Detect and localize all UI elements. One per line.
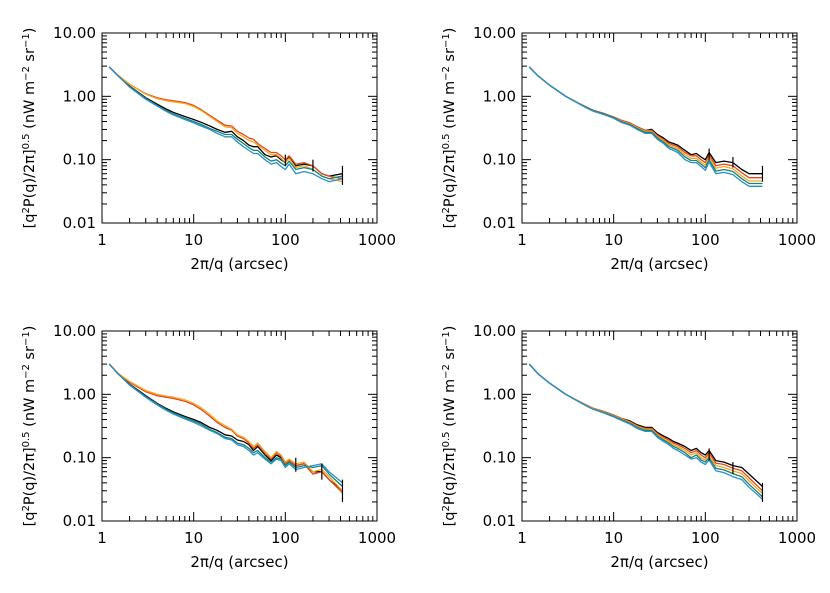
y-axis-title: [q2P(q)/2π]0.5 (nW m−2 sr−1) — [21, 28, 39, 229]
x-tick-label: 1 — [517, 231, 527, 249]
y-axis-title: [q2P(q)/2π]0.5 (nW m−2 sr−1) — [21, 326, 39, 527]
x-tick-label: 1000 — [358, 231, 396, 249]
series-line-1 — [528, 66, 763, 175]
x-tick-label: 1000 — [778, 529, 816, 547]
y-tick-label: 10.00 — [53, 322, 96, 340]
y-tick-label: 1.00 — [483, 385, 516, 403]
y-tick-label: 1.00 — [63, 87, 96, 105]
chart-panel-2: 1 10 100 1000 0.01 0.10 1.00 10.00 2π/q (arcsec)… — [441, 24, 817, 273]
y-tick-label: 0.10 — [483, 151, 516, 169]
series-line-2 — [108, 363, 343, 494]
y-tick-label: 0.01 — [483, 214, 516, 232]
y-tick-label: 1.00 — [63, 385, 96, 403]
x-axis-title: 2π/q (arcsec) — [610, 553, 708, 571]
x-tick-label: 10 — [604, 529, 623, 547]
series-line-5 — [108, 66, 343, 183]
y-tick-label: 0.10 — [483, 449, 516, 467]
plot-frame — [101, 32, 378, 224]
x-axis-title: 2π/q (arcsec) — [610, 255, 708, 273]
x-tick-label: 100 — [271, 529, 300, 547]
chart-panel-4: 1 10 100 1000 0.01 0.10 1.00 10.00 2π/q (arcsec)… — [441, 322, 817, 571]
y-tick-label: 0.10 — [63, 449, 96, 467]
y-tick-label: 0.01 — [63, 512, 96, 530]
series-line-3 — [108, 66, 343, 183]
series-line-1 — [108, 66, 343, 177]
x-tick-label: 1 — [97, 231, 107, 249]
y-axis-title: [q2P(q)/2π]0.5 (nW m−2 sr−1) — [441, 326, 459, 527]
y-axis-title: [q2P(q)/2π]0.5 (nW m−2 sr−1) — [441, 28, 459, 229]
y-tick-label: 0.01 — [483, 512, 516, 530]
y-tick-label: 10.00 — [473, 24, 516, 42]
x-tick-label: 1 — [97, 529, 107, 547]
x-tick-label: 100 — [271, 231, 300, 249]
series-line-4 — [528, 66, 763, 185]
series-line-4 — [108, 66, 343, 180]
axis-ticks — [102, 331, 377, 521]
series-line-4 — [528, 363, 763, 498]
series-line-5 — [528, 66, 763, 187]
x-tick-label: 100 — [691, 529, 720, 547]
x-tick-label: 1 — [517, 529, 527, 547]
x-tick-label: 100 — [691, 231, 720, 249]
series-line-5 — [528, 363, 763, 500]
axis-ticks — [102, 33, 377, 223]
x-axis-title: 2π/q (arcsec) — [190, 255, 288, 273]
chart-panel-1: 1 10 100 1000 0.01 0.10 1.00 10.00 2π/q (arcsec)… — [21, 24, 397, 273]
y-tick-label: 10.00 — [473, 322, 516, 340]
plot-frame — [521, 330, 798, 522]
plot-frame — [101, 330, 378, 522]
y-tick-label: 0.01 — [63, 214, 96, 232]
x-axis-title: 2π/q (arcsec) — [190, 553, 288, 571]
plot-frame — [521, 32, 798, 224]
x-tick-label: 1000 — [358, 529, 396, 547]
x-tick-label: 10 — [604, 231, 623, 249]
y-tick-label: 0.10 — [63, 151, 96, 169]
axis-ticks — [522, 33, 797, 223]
x-tick-label: 1000 — [778, 231, 816, 249]
x-tick-label: 10 — [184, 529, 203, 547]
chart-panel-3: 1 10 100 1000 0.01 0.10 1.00 10.00 2π/q (arcsec)… — [21, 322, 397, 571]
x-tick-label: 10 — [184, 231, 203, 249]
axis-ticks — [522, 331, 797, 521]
y-tick-label: 1.00 — [483, 87, 516, 105]
series-line-2 — [108, 66, 343, 180]
y-tick-label: 10.00 — [53, 24, 96, 42]
series-line-3 — [528, 66, 763, 182]
